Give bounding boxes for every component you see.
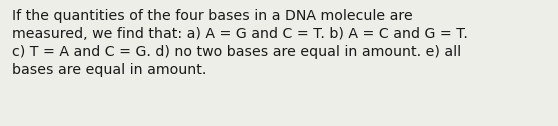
Text: If the quantities of the four bases in a DNA molecule are
measured, we find that: If the quantities of the four bases in a… (12, 9, 468, 77)
